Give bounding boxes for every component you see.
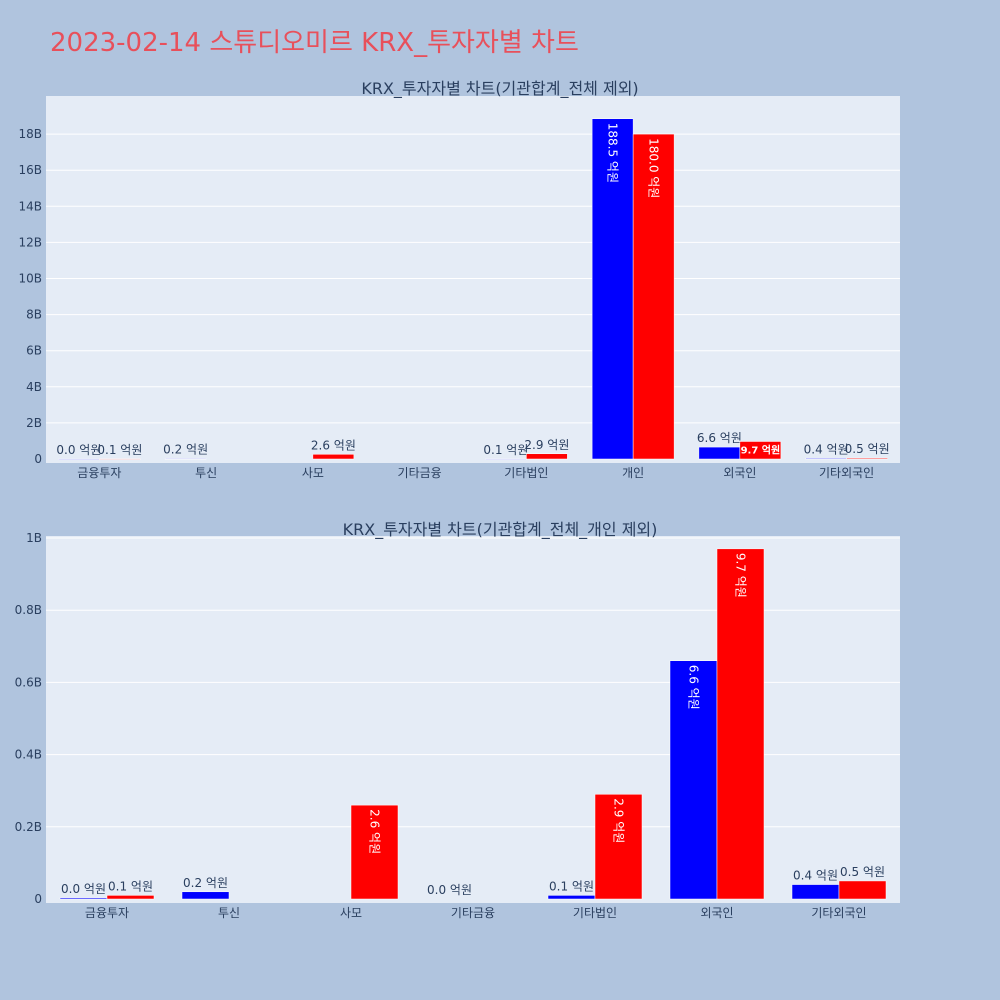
x-tick-label: 금융투자 — [77, 466, 121, 480]
y-tick-label: 6B — [26, 344, 42, 358]
data-label: 0.1 억원 — [108, 879, 153, 893]
x-tick-label: 투신 — [195, 466, 217, 480]
y-tick-label: 16B — [18, 163, 42, 177]
bar[interactable] — [838, 880, 887, 900]
data-label: 2.9 억원 — [524, 438, 569, 452]
chart-title: KRX_투자자별 차트(기관합계_전체 제외) — [361, 79, 638, 99]
x-tick-label: 기타금융 — [398, 466, 442, 480]
bar[interactable] — [106, 895, 155, 900]
data-label: 0.4 억원 — [793, 869, 838, 883]
x-tick-label: 기타외국인 — [811, 906, 866, 920]
bar[interactable] — [547, 895, 596, 900]
data-label: 0.0 억원 — [56, 443, 101, 457]
data-label: 0.4 억원 — [804, 442, 849, 456]
y-tick-label: 8B — [26, 308, 42, 322]
bar[interactable] — [58, 458, 100, 460]
data-label: 0.2 억원 — [183, 876, 228, 890]
bar[interactable] — [485, 458, 527, 460]
bar[interactable] — [526, 453, 568, 460]
data-label: 0.5 억원 — [840, 865, 885, 879]
x-tick-label: 기타법인 — [573, 906, 617, 920]
data-label: 2.6 억원 — [311, 438, 356, 452]
data-label: 9.7 억원 — [734, 553, 748, 598]
bar[interactable] — [669, 660, 718, 900]
x-tick-label: 외국인 — [723, 466, 756, 480]
data-label: 180.0 억원 — [647, 138, 661, 198]
y-tick-label: 14B — [18, 199, 42, 213]
y-tick-label: 12B — [18, 235, 42, 249]
data-label: 0.5 억원 — [845, 442, 890, 456]
chart-institution-excluded: 0 2B 4B 6B 8B 10B 12B 14B 16B 18B KRX_투자자별 차트(기관합계… — [18, 79, 900, 480]
y-tick-label: 0.2B — [15, 820, 42, 834]
data-label: 0.1 억원 — [549, 879, 594, 893]
data-label: 0.1 억원 — [483, 443, 528, 457]
x-tick-label: 투신 — [218, 906, 240, 920]
bar[interactable] — [181, 891, 230, 900]
bar[interactable] — [350, 804, 399, 900]
page-title: 2023-02-14 스튜디오미르 KRX_투자자별 차트 — [50, 28, 579, 58]
plot-area — [46, 96, 900, 463]
data-label: 2.9 억원 — [612, 798, 626, 843]
data-label: 6.6 억원 — [687, 665, 701, 710]
y-tick-label: 0.4B — [15, 748, 42, 762]
x-tick-label: 사모 — [340, 906, 362, 920]
y-tick-label: 1B — [26, 531, 42, 545]
data-label: 0.2 억원 — [163, 443, 208, 457]
bar[interactable] — [164, 458, 207, 460]
y-tick-label: 10B — [18, 272, 42, 286]
bar[interactable] — [805, 458, 847, 460]
data-label: 0.1 억원 — [97, 443, 142, 457]
y-tick-label: 0.8B — [15, 603, 42, 617]
data-label: 0.0 억원 — [427, 883, 472, 897]
x-tick-label: 외국인 — [700, 906, 733, 920]
bar[interactable] — [99, 458, 141, 460]
bar[interactable] — [59, 897, 108, 900]
x-tick-label: 개인 — [622, 466, 644, 480]
plot-area — [46, 536, 900, 903]
x-tick-label: 기타금융 — [451, 906, 495, 920]
data-label: 6.6 억원 — [697, 431, 742, 445]
data-label: 0.0 억원 — [61, 882, 106, 896]
x-tick-label: 사모 — [302, 466, 324, 480]
bar[interactable] — [591, 118, 634, 460]
bar[interactable] — [698, 446, 741, 460]
x-tick-label: 기타법인 — [504, 466, 548, 480]
bar[interactable] — [632, 133, 675, 460]
x-tick-label: 기타외국인 — [819, 466, 874, 480]
chart-title: KRX_투자자별 차트(기관합계_전체_개인 제외) — [343, 520, 658, 540]
y-tick-label: 2B — [26, 416, 42, 430]
bar[interactable] — [594, 794, 643, 900]
chart-institution-individual-excluded: 0 0.2B 0.4B 0.6B 0.8B 1B KRX_투자자별 차트(기관합계_전체_개… — [15, 520, 900, 920]
bar[interactable] — [846, 457, 888, 460]
y-tick-label: 4B — [26, 380, 42, 394]
y-tick-label: 0 — [34, 452, 42, 466]
x-tick-label: 금융투자 — [85, 906, 129, 920]
bar[interactable] — [739, 441, 782, 460]
bar[interactable] — [312, 454, 355, 460]
data-label: 188.5 억원 — [606, 123, 620, 183]
y-tick-label: 0.6B — [15, 675, 42, 689]
bar[interactable] — [716, 548, 765, 900]
data-label: 9.7 억원 — [741, 443, 781, 456]
y-tick-label: 0 — [34, 892, 42, 906]
y-tick-label: 18B — [18, 127, 42, 141]
bar[interactable] — [791, 884, 840, 900]
data-label: 2.6 억원 — [368, 809, 382, 854]
